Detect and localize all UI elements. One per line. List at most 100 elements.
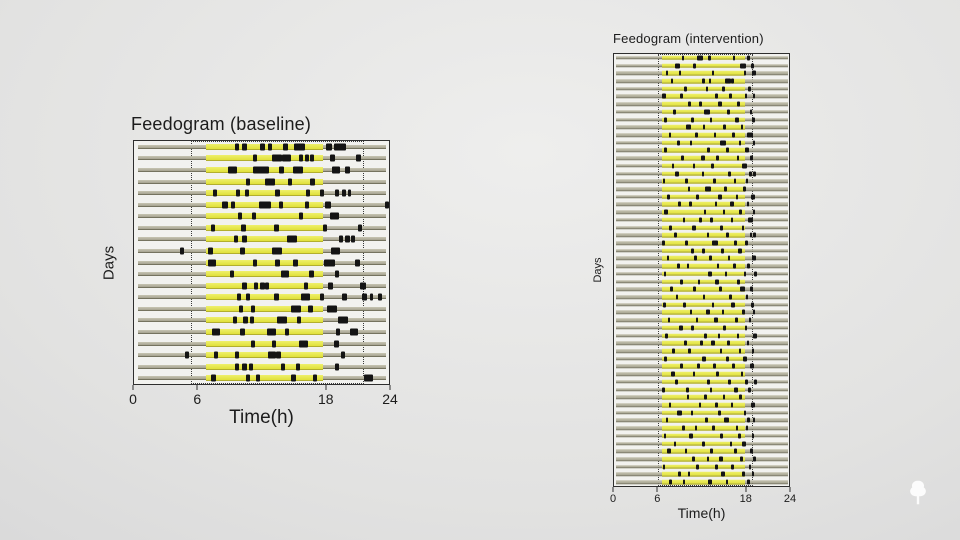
feeding-event-mark xyxy=(737,279,740,285)
feeding-event-mark xyxy=(743,70,747,76)
light-band xyxy=(662,117,746,122)
feeding-event-mark xyxy=(676,263,681,269)
feeding-event-mark xyxy=(236,189,241,197)
light-band xyxy=(662,317,746,323)
feeding-event-mark xyxy=(259,201,272,209)
feeding-event-mark xyxy=(705,417,708,423)
feeding-event-mark xyxy=(669,225,672,231)
feeding-event-mark xyxy=(222,201,228,209)
feeding-event-mark xyxy=(748,86,751,92)
feeding-event-mark xyxy=(731,78,734,84)
light-band xyxy=(662,310,746,315)
feeding-event-mark xyxy=(693,63,696,69)
feeding-event-mark xyxy=(681,425,685,431)
feeding-event-mark xyxy=(329,212,340,220)
feeding-event-mark xyxy=(345,166,350,174)
feeding-event-mark xyxy=(663,147,667,153)
feeding-event-mark xyxy=(234,363,240,371)
x-tick xyxy=(612,487,614,492)
feeding-event-mark xyxy=(731,302,736,308)
feeding-event-mark xyxy=(245,374,250,382)
feeding-event-mark xyxy=(751,255,757,261)
feeding-event-mark xyxy=(300,293,311,301)
feeding-event-mark xyxy=(229,270,234,278)
feeding-event-mark xyxy=(208,259,216,266)
feeding-event-mark xyxy=(210,374,216,382)
light-band xyxy=(662,410,746,415)
x-tick xyxy=(132,385,134,390)
feeding-event-mark xyxy=(723,124,726,130)
feeding-event-mark xyxy=(227,166,238,174)
feeding-event-mark xyxy=(724,271,728,277)
feeding-event-mark xyxy=(736,155,739,161)
feeding-event-mark xyxy=(747,263,750,269)
feeding-event-mark xyxy=(312,374,317,382)
feeding-event-mark xyxy=(238,212,243,220)
feeding-event-mark xyxy=(705,86,709,92)
light-band xyxy=(662,202,746,207)
feeding-event-mark xyxy=(212,189,217,197)
feeding-event-mark xyxy=(662,302,666,308)
light-band xyxy=(662,472,746,477)
feeding-event-mark xyxy=(689,433,693,439)
x-tick xyxy=(656,487,658,492)
feeding-event-mark xyxy=(716,371,720,377)
light-band xyxy=(205,259,324,266)
feeding-event-mark xyxy=(230,201,235,209)
feeding-event-mark xyxy=(691,117,694,123)
feeding-event-mark xyxy=(298,212,303,220)
feeding-event-mark xyxy=(669,479,672,485)
feeding-event-mark xyxy=(707,147,710,153)
feeding-event-mark xyxy=(740,63,747,69)
feeding-event-mark xyxy=(667,448,671,454)
feeding-event-mark xyxy=(662,387,666,393)
feeding-event-mark xyxy=(264,282,269,290)
feeding-event-mark xyxy=(334,363,340,371)
feeding-event-mark xyxy=(739,209,743,215)
feeding-event-mark xyxy=(692,225,697,231)
light-band xyxy=(662,109,746,115)
feeding-event-mark xyxy=(350,235,356,243)
feeding-event-mark xyxy=(749,109,753,115)
feeding-event-mark xyxy=(753,171,756,177)
feeding-event-mark xyxy=(328,282,333,290)
feeding-event-mark xyxy=(242,363,247,371)
feeding-event-mark xyxy=(293,166,303,174)
feeding-event-mark xyxy=(234,143,240,151)
feeding-event-mark xyxy=(662,178,666,184)
x-tick-label: 6 xyxy=(193,391,202,407)
light-band xyxy=(662,225,746,230)
feeding-event-mark xyxy=(254,282,259,290)
feeding-event-mark xyxy=(724,78,731,84)
feeding-event-mark xyxy=(747,132,753,138)
feeding-event-mark xyxy=(705,186,712,192)
feeding-event-mark xyxy=(736,333,739,339)
feeding-event-mark xyxy=(712,425,715,431)
feeding-event-mark xyxy=(249,316,255,324)
feeding-event-mark xyxy=(342,189,346,197)
feeding-event-mark xyxy=(702,78,706,84)
feeding-event-mark xyxy=(751,402,755,408)
feeding-event-mark xyxy=(310,178,315,185)
feeding-event-mark xyxy=(689,140,693,146)
feeding-event-mark xyxy=(735,317,738,323)
feeding-event-mark xyxy=(281,154,292,162)
feeding-event-mark xyxy=(288,178,293,185)
feeding-event-mark xyxy=(697,55,704,61)
x-tick-label: 6 xyxy=(654,493,661,505)
feedogram-baseline-chart: Feedogram (baseline) Days 0 6 18 24 Time(h) xyxy=(101,114,398,428)
feeding-event-mark xyxy=(740,456,743,462)
feeding-event-mark xyxy=(662,240,665,246)
feeding-event-mark xyxy=(745,147,749,153)
feeding-event-mark xyxy=(737,248,742,254)
feeding-event-mark xyxy=(738,348,742,354)
feeding-event-mark xyxy=(754,271,757,277)
feeding-event-mark xyxy=(721,86,725,92)
feeding-event-mark xyxy=(675,379,678,385)
feeding-event-mark xyxy=(287,235,297,243)
feeding-event-mark xyxy=(702,124,706,130)
light-band xyxy=(662,256,746,261)
feeding-event-mark xyxy=(185,351,190,359)
feeding-event-mark xyxy=(347,189,352,197)
feeding-event-mark xyxy=(752,417,756,423)
